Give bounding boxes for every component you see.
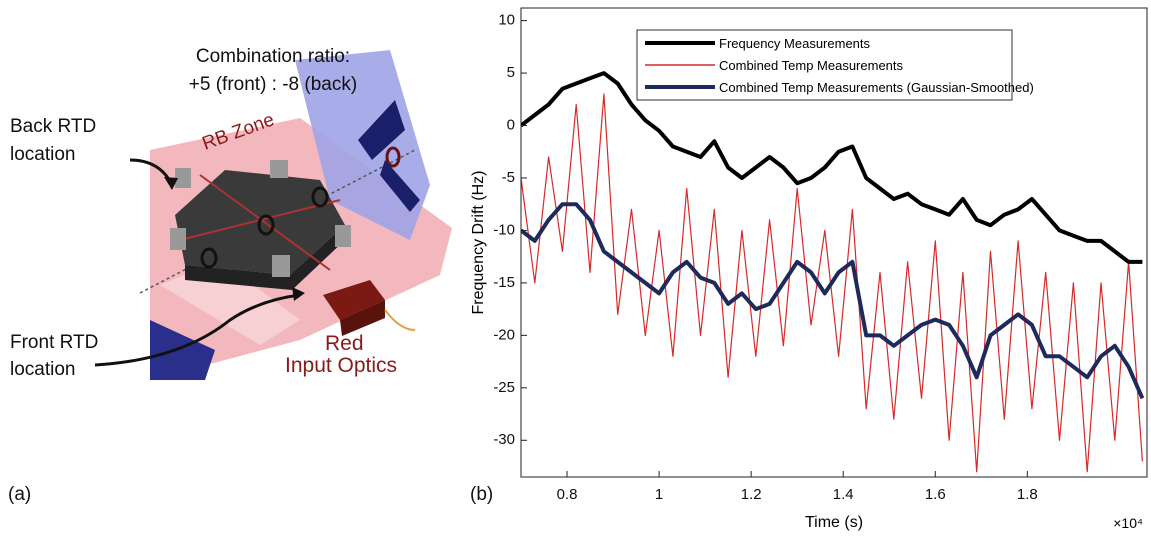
x-exponent: ×10⁴: [1113, 515, 1143, 531]
series-line: [521, 202, 1145, 400]
x-tick-label: 1.2: [741, 486, 762, 503]
y-tick-label: -30: [493, 431, 515, 448]
x-axis-label: Time (s): [805, 514, 863, 531]
y-tick-label: -10: [493, 221, 515, 238]
legend-label: Frequency Measurements: [719, 36, 871, 51]
y-tick-label: 5: [507, 64, 515, 81]
x-tick-label: 0.8: [557, 486, 578, 503]
ratio-title: Combination ratio:: [196, 46, 350, 67]
y-tick-label: 10: [498, 12, 515, 29]
series-line: [521, 71, 1143, 264]
legend-label: Combined Temp Measurements (Gaussian-Smo…: [719, 80, 1034, 95]
ratio-value: +5 (front) : -8 (back): [189, 74, 357, 95]
plot-frame: [520, 7, 1148, 478]
render: [94, 50, 452, 380]
y-tick-label: -5: [502, 169, 515, 186]
x-tick-label: 1.4: [833, 486, 854, 503]
x-tick-label: 1.8: [1017, 486, 1038, 503]
y-tick-label: -15: [493, 274, 515, 291]
x-tick-label: 1: [655, 486, 663, 503]
y-axis-label: Frequency Drift (Hz): [470, 170, 487, 314]
back-rtd-label: Back RTD: [10, 116, 96, 137]
panel-label: (a): [8, 484, 31, 505]
back-rtd-label: location: [10, 144, 76, 165]
front-rtd-label: location: [10, 359, 76, 380]
y-tick-label: 0: [507, 116, 515, 133]
optics-label: Red: [325, 332, 364, 355]
optics-label: Input Optics: [285, 354, 397, 377]
front-rtd-label: Front RTD: [10, 332, 98, 353]
panel-label: (b): [470, 484, 493, 505]
chart: -30 -25 -20 -15 -10 -5 0 5 10 0.8 1 1.2 1.4 1.6 1.8 Tim…: [470, 7, 1148, 531]
x-tick-label: 1.6: [925, 486, 946, 503]
legend-label: Combined Temp Measurements: [719, 58, 904, 73]
y-tick-label: -25: [493, 379, 515, 396]
y-tick-label: -20: [493, 326, 515, 343]
